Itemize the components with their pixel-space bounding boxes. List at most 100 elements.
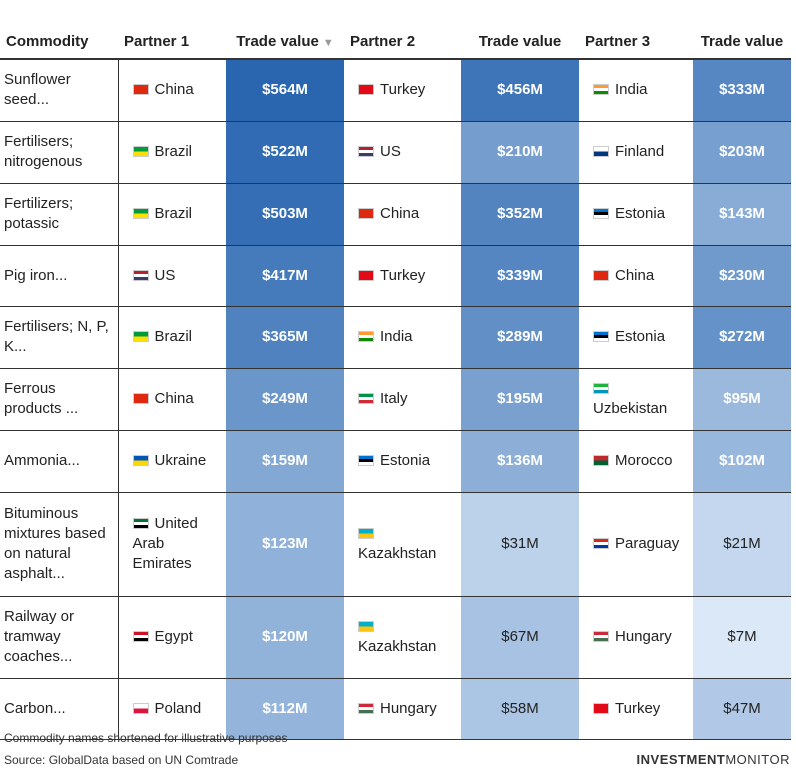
partner-name: Turkey [380, 266, 426, 284]
partner-name: Brazil [154, 143, 193, 160]
commodity-cell: Railway or tramway coaches... [0, 596, 119, 679]
turkey-flag-icon [593, 702, 609, 714]
source-note: Source: GlobalData based on UN Comtrade [4, 753, 239, 767]
header-partner3[interactable]: Partner 3 [585, 33, 651, 50]
china-flag-icon [132, 84, 149, 96]
partner2-cell: India [344, 306, 461, 369]
header-value3[interactable]: Trade value [700, 33, 784, 50]
sort-down-icon[interactable]: ▼ [322, 37, 334, 49]
italy-flag-icon [358, 393, 374, 404]
trade-value3-cell: $333M [693, 59, 791, 122]
table-row: Fertilizers; potassic Brazil $503M China $35… [0, 183, 791, 246]
partner-name: United Arab Emirates [132, 515, 198, 572]
header-value2[interactable]: Trade value [478, 33, 562, 50]
partner2-cell: Turkey [344, 59, 461, 122]
partner-name: Paraguay [615, 535, 680, 552]
partner1-cell: Brazil [118, 183, 226, 246]
partner3-cell: Turkey [579, 678, 693, 740]
table-row: Ferrous products ... China $249M Italy $195M… [0, 368, 791, 431]
partner2-cell: Hungary [344, 678, 461, 740]
commodity-cell: Fertilisers; N, P, K... [0, 306, 119, 369]
partner2-cell: US [344, 121, 461, 184]
trade-value3-cell: $272M [693, 306, 791, 369]
partner3-cell: Uzbekistan [579, 368, 693, 431]
partner1-cell: Brazil [118, 121, 226, 184]
header-partner1[interactable]: Partner 1 [124, 33, 190, 50]
partner-name: US [154, 266, 176, 284]
partner-name: Ukraine [154, 452, 207, 469]
partner1-cell: Brazil [118, 306, 226, 369]
uzbekistan-flag-icon [593, 383, 609, 394]
header-value1-label: Trade value [236, 33, 319, 50]
us-flag-icon [358, 146, 374, 157]
trade-value2-cell: $195M [461, 368, 579, 431]
trade-value3-cell: $47M [693, 678, 791, 740]
partner1-cell: US [118, 245, 226, 307]
hungary-flag-icon [593, 631, 609, 642]
uae-flag-icon [132, 518, 149, 529]
footnote: Commodity names shortened for illustrati… [4, 731, 288, 745]
trade-value2-cell: $339M [461, 245, 579, 307]
india-flag-icon [358, 331, 374, 342]
partner2-cell: Kazakhstan [344, 492, 461, 597]
china-flag-icon [132, 393, 149, 404]
partner2-cell: China [344, 183, 461, 246]
partner1-cell: China [118, 59, 226, 122]
partner1-cell: Egypt [118, 596, 226, 679]
partner3-cell: Finland [579, 121, 693, 184]
morocco-flag-icon [593, 455, 609, 466]
partner-name: Kazakhstan [358, 638, 437, 655]
partner-name: India [380, 328, 413, 345]
partner2-cell: Turkey [344, 245, 461, 307]
trade-value1-cell: $417M [226, 245, 344, 307]
trade-value2-cell: $456M [461, 59, 579, 122]
partner-name: China [380, 205, 420, 222]
partner-name: Turkey [380, 81, 426, 99]
header-commodity[interactable]: Commodity [6, 33, 89, 50]
table-row: Ammonia... Ukraine $159M Estonia $136M Morocc… [0, 430, 791, 493]
partner1-cell: China [118, 368, 226, 431]
partner-name: Brazil [154, 205, 193, 222]
estonia-flag-icon [593, 331, 609, 342]
brand-part1: INVESTMENT [636, 752, 726, 767]
partner-name: Finland [615, 143, 665, 160]
partner1-cell: Poland [118, 678, 226, 740]
commodity-cell: Fertilisers; nitrogenous [0, 121, 119, 184]
kazakhstan-flag-icon [358, 528, 374, 539]
commodity-cell: Ammonia... [0, 430, 119, 493]
finland-flag-icon [593, 146, 609, 157]
trade-value2-cell: $58M [461, 678, 579, 740]
paraguay-flag-icon [593, 538, 609, 549]
commodity-cell: Pig iron... [0, 245, 119, 307]
header-value1[interactable]: Trade value ▼ [226, 0, 344, 59]
commodity-cell: Bituminous mixtures based on natural asp… [0, 492, 119, 597]
partner-name: Uzbekistan [593, 400, 668, 417]
trade-value2-cell: $352M [461, 183, 579, 246]
partner3-cell: Hungary [579, 596, 693, 679]
partner3-cell: Estonia [579, 306, 693, 369]
trade-value2-cell: $67M [461, 596, 579, 679]
brazil-flag-icon [132, 146, 149, 157]
commodity-cell: Ferrous products ... [0, 368, 119, 431]
partner-name: Italy [380, 390, 408, 407]
partner-name: Estonia [615, 328, 666, 345]
commodity-cell: Carbon... [0, 678, 119, 740]
header-partner2[interactable]: Partner 2 [350, 33, 416, 50]
trade-value1-cell: $522M [226, 121, 344, 184]
partner-name: Hungary [380, 699, 437, 717]
trade-value2-cell: $136M [461, 430, 579, 493]
trade-value1-cell: $120M [226, 596, 344, 679]
partner-name: Estonia [380, 452, 431, 469]
partner2-cell: Kazakhstan [344, 596, 461, 679]
trade-value3-cell: $7M [693, 596, 791, 679]
trade-value3-cell: $21M [693, 492, 791, 597]
trade-table: Commodity Partner 1 Trade value ▼ Partner… [0, 0, 791, 740]
partner3-cell: Morocco [579, 430, 693, 493]
kazakhstan-flag-icon [358, 621, 374, 632]
estonia-flag-icon [358, 455, 374, 466]
partner-name: Kazakhstan [358, 545, 437, 562]
partner-name: Poland [154, 699, 202, 717]
table-row: Carbon... Poland $112M Hungary $58M Turkey $47… [0, 678, 791, 740]
table-row: Sunflower seed... China $564M Turkey $456M In… [0, 59, 791, 122]
partner3-cell: Estonia [579, 183, 693, 246]
